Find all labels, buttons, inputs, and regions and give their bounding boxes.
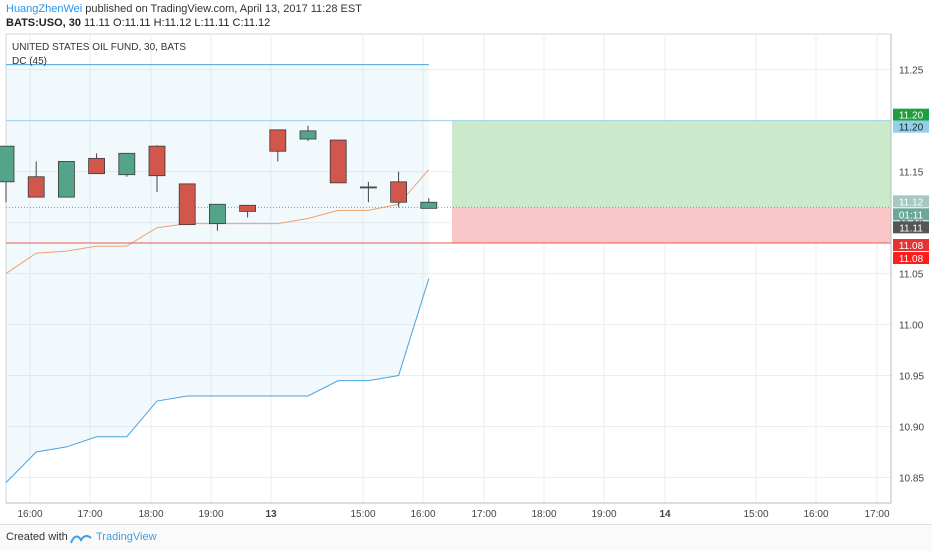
target-price-tag-text: 11.20 [899, 111, 924, 122]
candle-body [359, 186, 377, 189]
chart-title: UNITED STATES OIL FUND, 30, BATS [12, 42, 186, 53]
price-chart[interactable]: UNITED STATES OIL FUND, 30, BATS DC (45) 1… [0, 0, 932, 524]
price-tick-label: 10.95 [899, 372, 924, 383]
time-tick-label: 15:00 [350, 509, 375, 520]
candle-body [329, 139, 347, 184]
stop-price-tag-alt-text: 11.08 [899, 254, 924, 265]
time-tick-label: 13 [265, 509, 277, 520]
time-tick-label: 18:00 [138, 509, 163, 520]
last-price-tag [893, 221, 929, 234]
candle [0, 145, 15, 203]
price-tick-label: 11.25 [899, 66, 924, 77]
candle [118, 152, 136, 177]
price-tick-label: 11.00 [899, 321, 924, 332]
profit-zone [452, 120, 891, 208]
stop-price-tag-text: 11.08 [899, 241, 924, 252]
candle-body [239, 204, 257, 212]
high-label: H: [153, 17, 165, 29]
tradingview-logo-icon [70, 534, 92, 544]
target-price-tag-alt [893, 120, 929, 133]
price-tick-label: 11.15 [899, 168, 924, 179]
time-tick-label: 15:00 [743, 509, 768, 520]
time-tick-label: 17:00 [471, 509, 496, 520]
candle-body [0, 145, 15, 183]
loss-zone [452, 207, 891, 244]
low-value: 11.11 [203, 17, 230, 29]
candle [27, 161, 45, 198]
price-tick-label: 11.05 [899, 270, 924, 281]
time-tick-label: 16:00 [803, 509, 828, 520]
ohlc-line: BATS:USO, 30 11.11 O:11.11 H:11.12 L:11.… [6, 17, 270, 29]
candle-body [178, 183, 196, 226]
candle-body [58, 161, 75, 198]
symbol-label: BATS:USO, 30 [6, 17, 81, 29]
bar-timer-tag [893, 208, 929, 221]
open-value: 11.11 [124, 17, 151, 29]
target-price-tag-alt-text: 11.20 [899, 123, 924, 134]
candle [359, 181, 377, 203]
candle-body [148, 145, 166, 177]
open-label: O: [113, 17, 125, 29]
author-link[interactable]: HuangZhenWei [6, 3, 83, 15]
dc-lower-line [5, 278, 430, 483]
time-tick-label: 19:00 [198, 509, 223, 520]
candle [329, 139, 347, 184]
time-tick-label: 17:00 [864, 509, 889, 520]
entry-price-tag-text: 11.12 [899, 197, 924, 208]
candle-body [420, 201, 438, 209]
high-value: 11.12 [164, 17, 192, 29]
candle [390, 171, 408, 208]
footer-bar: Created with TradingView [0, 524, 932, 551]
time-tick-label: 17:00 [77, 509, 102, 520]
candle [208, 203, 226, 231]
candle-body [390, 181, 408, 203]
candle-body [299, 130, 317, 140]
dc-channel-fill [6, 64, 429, 483]
candle [88, 153, 105, 175]
published-text: published on TradingView.com, April 13, … [85, 3, 362, 15]
chart-pane [5, 33, 892, 504]
candle [420, 198, 438, 209]
last-value: 11.11 [84, 17, 110, 29]
price-tick-label: 10.85 [899, 474, 924, 485]
tradingview-link[interactable]: TradingView [96, 531, 157, 543]
time-tick-label: 16:00 [410, 509, 435, 520]
price-tick-label: 10.90 [899, 423, 924, 434]
candle-body [27, 176, 45, 198]
candle-body [269, 129, 287, 152]
entry-price-tag [893, 195, 929, 208]
candle-body [88, 157, 105, 175]
candle [58, 161, 75, 198]
publish-info: HuangZhenWei published on TradingView.co… [6, 3, 362, 15]
candle [148, 145, 166, 193]
bar-timer-tag-text: 01:11 [899, 210, 924, 221]
candle-body [118, 152, 136, 176]
candle [269, 129, 287, 162]
low-label: L: [194, 17, 204, 29]
stop-price-tag [893, 239, 929, 252]
created-with-text: Created with [6, 531, 68, 543]
time-tick-label: 19:00 [591, 509, 616, 520]
indicator-label: DC (45) [12, 56, 47, 67]
time-tick-label: 18:00 [531, 509, 556, 520]
candle [239, 204, 257, 218]
candle [178, 183, 196, 226]
last-price-tag-text: 11.11 [899, 223, 923, 234]
close-value: 11.12 [243, 17, 271, 29]
target-price-tag [893, 108, 929, 121]
candle [299, 125, 317, 142]
stop-price-tag-alt [893, 252, 929, 265]
close-label: C: [232, 17, 244, 29]
time-tick-label: 14 [659, 509, 671, 520]
candle-body [208, 203, 226, 225]
time-tick-label: 16:00 [17, 509, 42, 520]
